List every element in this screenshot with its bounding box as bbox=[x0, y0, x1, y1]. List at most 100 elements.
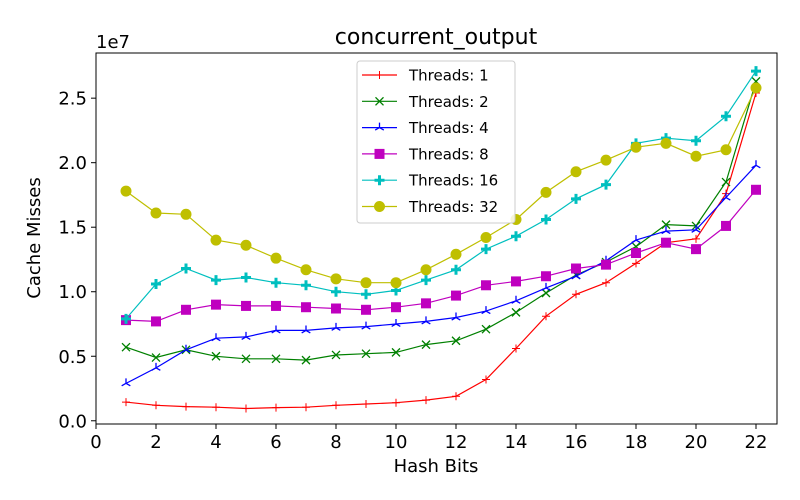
series-1 bbox=[122, 89, 760, 413]
data-point bbox=[750, 82, 762, 94]
series-layer bbox=[120, 66, 762, 413]
series-4 bbox=[121, 184, 761, 327]
data-point bbox=[600, 154, 612, 166]
x-tick-label: 22 bbox=[745, 432, 768, 453]
data-point bbox=[391, 318, 401, 328]
legend-marker bbox=[374, 122, 385, 131]
series-line bbox=[125, 70, 757, 320]
data-point bbox=[691, 244, 701, 255]
data-point bbox=[241, 354, 251, 364]
legend-label: Threads: 32 bbox=[408, 198, 498, 216]
data-point bbox=[480, 232, 492, 244]
data-point bbox=[211, 333, 221, 342]
x-tick-label: 2 bbox=[150, 432, 161, 453]
data-point bbox=[540, 186, 552, 198]
data-point bbox=[270, 252, 282, 264]
x-tick-label: 8 bbox=[330, 432, 341, 453]
legend-entry: Threads: 1 bbox=[362, 67, 489, 85]
data-point bbox=[721, 192, 731, 201]
data-point bbox=[301, 302, 311, 313]
y-offset-label: 1e7 bbox=[96, 32, 130, 53]
data-point bbox=[331, 350, 341, 360]
data-point bbox=[481, 280, 491, 291]
y-tick-label: 2.5 bbox=[58, 89, 87, 110]
data-point bbox=[751, 160, 761, 169]
data-point bbox=[120, 185, 132, 197]
data-point bbox=[541, 214, 551, 225]
legend-label: Threads: 16 bbox=[408, 172, 498, 190]
data-point bbox=[721, 111, 731, 122]
y-tick-label: 2.0 bbox=[58, 153, 87, 174]
data-point bbox=[661, 220, 671, 230]
data-point bbox=[272, 403, 280, 412]
plot-frame bbox=[95, 52, 778, 425]
data-point bbox=[630, 141, 642, 153]
data-point bbox=[151, 316, 161, 327]
data-point bbox=[451, 290, 461, 301]
data-point bbox=[271, 277, 281, 288]
data-point bbox=[301, 325, 311, 334]
legend-label: Threads: 2 bbox=[408, 93, 489, 111]
data-point bbox=[332, 401, 340, 410]
x-tick-label: 0 bbox=[90, 432, 101, 453]
data-point bbox=[391, 302, 401, 313]
series-5 bbox=[121, 66, 761, 324]
series-3 bbox=[121, 160, 761, 387]
data-point bbox=[571, 193, 581, 204]
data-point bbox=[302, 403, 310, 412]
series-line bbox=[125, 189, 757, 323]
data-point bbox=[151, 353, 161, 363]
data-point bbox=[451, 312, 461, 321]
data-point bbox=[541, 282, 551, 291]
y-axis-label: Cache Misses bbox=[24, 177, 45, 298]
series-line bbox=[125, 87, 757, 284]
data-point bbox=[422, 396, 430, 405]
data-point bbox=[541, 271, 551, 282]
data-point bbox=[361, 349, 371, 359]
data-point bbox=[452, 392, 460, 401]
series-line bbox=[125, 92, 757, 410]
data-point bbox=[151, 278, 161, 289]
data-point bbox=[482, 375, 490, 384]
data-point bbox=[420, 264, 432, 276]
data-point bbox=[692, 234, 700, 243]
data-point bbox=[481, 244, 491, 255]
legend-entry: Threads: 16 bbox=[362, 172, 498, 190]
data-point bbox=[632, 259, 640, 268]
data-point bbox=[720, 144, 732, 156]
data-point bbox=[690, 150, 702, 162]
y-tick-label: 0.0 bbox=[58, 411, 87, 432]
data-point bbox=[450, 248, 462, 260]
legend-marker bbox=[374, 148, 385, 159]
data-point bbox=[661, 237, 671, 248]
data-point bbox=[241, 300, 251, 311]
data-point bbox=[570, 166, 582, 178]
data-point bbox=[660, 137, 672, 149]
data-point bbox=[751, 184, 761, 195]
x-axis-label: Hash Bits bbox=[394, 456, 479, 477]
data-point bbox=[331, 303, 341, 314]
data-point bbox=[361, 304, 371, 315]
data-point bbox=[602, 278, 610, 287]
data-point bbox=[451, 264, 461, 275]
legend-entry: Threads: 32 bbox=[362, 198, 498, 216]
data-point bbox=[210, 234, 222, 246]
data-point bbox=[751, 66, 761, 77]
data-point bbox=[511, 295, 521, 304]
data-point bbox=[151, 362, 161, 371]
y-tick-label: 1.5 bbox=[58, 218, 87, 239]
ticks-layer: 0 2 4 6 8 10 12 14 16 18 20 22 0.0 0.5 1.0 1.5 2.0 2.5 bbox=[58, 89, 767, 453]
series-6 bbox=[120, 82, 762, 289]
data-point bbox=[392, 398, 400, 407]
data-point bbox=[241, 272, 251, 283]
data-point bbox=[421, 340, 431, 350]
data-point bbox=[421, 275, 431, 286]
data-point bbox=[212, 403, 220, 412]
data-point bbox=[421, 316, 431, 325]
series-line bbox=[125, 164, 757, 384]
x-tick-label: 4 bbox=[210, 432, 221, 453]
data-point bbox=[390, 277, 402, 289]
x-tick-label: 10 bbox=[385, 432, 408, 453]
legend-label: Threads: 4 bbox=[408, 119, 489, 137]
